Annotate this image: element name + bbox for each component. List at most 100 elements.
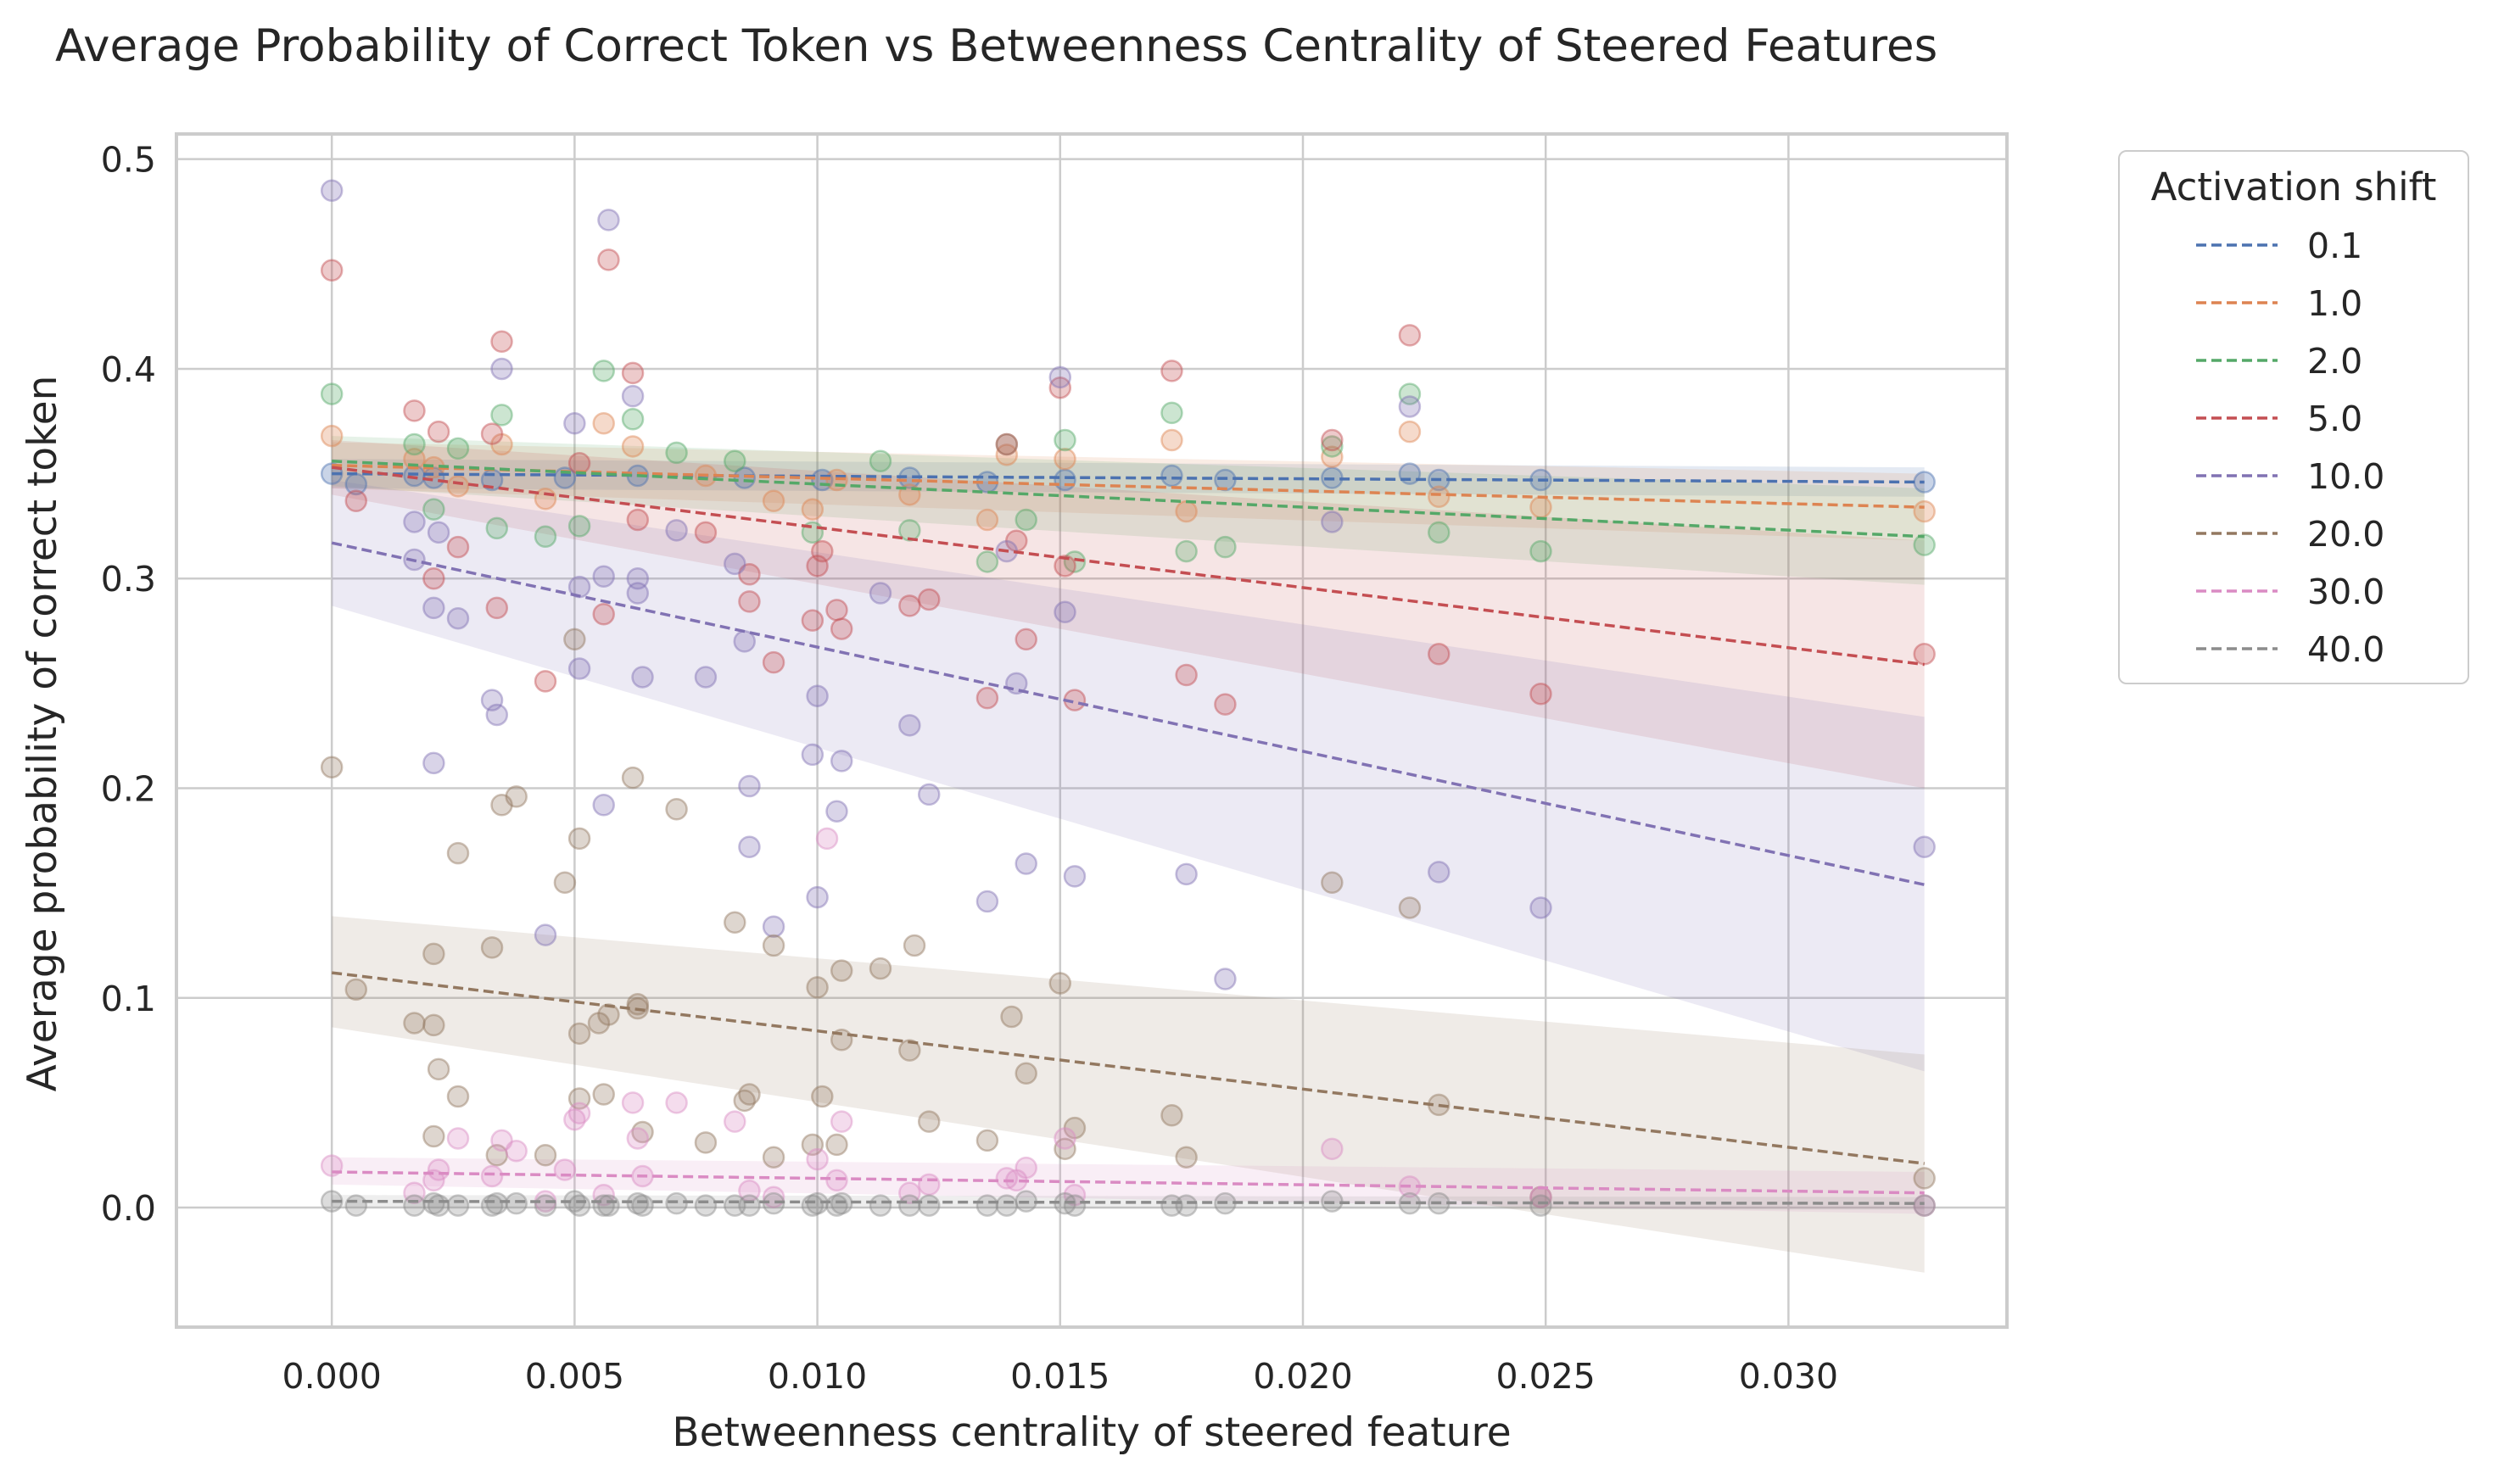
data-point: [825, 800, 848, 823]
data-point: [898, 594, 921, 617]
data-point: [811, 539, 834, 563]
data-point: [665, 797, 688, 821]
data-point: [1063, 865, 1087, 888]
data-point: [626, 1127, 650, 1150]
legend-title: Activation shift: [2151, 165, 2437, 209]
data-point: [567, 1102, 591, 1125]
data-point: [762, 1146, 785, 1169]
data-point: [1214, 468, 1237, 492]
data-point: [534, 1194, 557, 1217]
data-point: [422, 1124, 445, 1148]
data-point: [1054, 448, 1076, 471]
plot-frame: [175, 132, 2009, 1329]
data-point: [1321, 510, 1344, 533]
data-point: [1321, 435, 1344, 458]
data-point: [806, 555, 829, 577]
data-point: [567, 1087, 591, 1110]
data-point: [1913, 835, 1936, 858]
data-point: [631, 666, 654, 689]
data-point: [592, 1183, 615, 1207]
legend-frame: [2118, 150, 2469, 684]
data-point: [446, 1085, 470, 1108]
data-point: [801, 1194, 824, 1217]
fit-line-20.0: [331, 971, 1925, 1165]
data-point: [1054, 600, 1076, 624]
data-point: [621, 408, 645, 431]
y-tick-label: 0.1: [101, 979, 156, 1019]
data-point: [485, 596, 509, 620]
data-point: [830, 959, 853, 982]
data-point: [694, 666, 718, 689]
data-point: [1913, 1194, 1936, 1217]
data-point: [621, 1091, 645, 1114]
data-point: [403, 510, 426, 533]
data-point: [563, 628, 586, 651]
data-point: [621, 361, 645, 385]
x-tick-label: 0.010: [768, 1356, 867, 1397]
data-point: [1529, 682, 1552, 706]
data-point: [975, 1194, 999, 1217]
fit-line-5.0: [331, 466, 1925, 667]
data-point: [738, 563, 761, 586]
legend-label-10.0: 10.0: [2307, 456, 2384, 497]
data-point: [567, 1022, 591, 1046]
data-point: [592, 411, 615, 435]
data-point: [626, 1191, 650, 1215]
data-point: [975, 890, 999, 913]
legend-label-5.0: 5.0: [2307, 399, 2362, 439]
data-point: [1063, 1194, 1087, 1217]
data-point: [1398, 324, 1422, 347]
y-tick-label: 0.2: [101, 769, 156, 810]
legend: Activation shift 0.1 1.0 2.0 5.0 10.0 20.0 30.…: [2118, 150, 2469, 684]
data-point: [403, 399, 426, 422]
data-point: [1160, 428, 1183, 452]
data-point: [446, 841, 470, 865]
data-layer: [320, 179, 1936, 1273]
data-point: [825, 1194, 848, 1217]
data-point: [427, 1057, 450, 1081]
data-point: [898, 714, 921, 737]
data-point: [403, 1181, 426, 1204]
data-point: [1913, 642, 1936, 666]
data-point: [869, 449, 892, 473]
data-point: [490, 1129, 513, 1152]
data-point: [825, 1169, 848, 1192]
data-point: [534, 923, 557, 946]
x-tick-label: 0.000: [282, 1356, 381, 1397]
data-point: [1160, 464, 1183, 488]
point-group-10.0: [320, 179, 1936, 990]
data-point: [825, 599, 848, 622]
data-point: [320, 756, 344, 779]
data-point: [505, 785, 528, 808]
data-point: [995, 432, 1019, 456]
legend-label-0.1: 0.1: [2307, 226, 2362, 266]
data-point: [1428, 861, 1451, 884]
confidence-band-20.0: [332, 916, 1925, 1273]
data-point: [1398, 382, 1422, 405]
data-point: [917, 588, 941, 611]
data-point: [869, 582, 892, 605]
data-point: [806, 885, 829, 909]
data-point: [505, 1191, 528, 1215]
data-point: [485, 1143, 509, 1167]
data-point: [1428, 485, 1451, 509]
data-point: [480, 422, 504, 445]
data-point: [567, 515, 591, 538]
data-point: [567, 827, 591, 851]
data-point: [869, 1194, 892, 1217]
data-point: [422, 751, 445, 775]
data-point: [738, 1194, 761, 1217]
data-point: [1054, 555, 1076, 577]
data-point: [427, 1158, 450, 1181]
data-point: [733, 466, 756, 489]
data-point: [898, 1039, 921, 1062]
data-point: [446, 535, 470, 559]
x-tick-label: 0.030: [1739, 1356, 1838, 1397]
data-point: [1398, 395, 1422, 418]
data-point: [626, 582, 650, 605]
data-point: [563, 1107, 586, 1131]
data-point: [446, 475, 470, 498]
confidence-band-2.0: [332, 436, 1925, 585]
y-tick-label: 0.5: [101, 140, 156, 181]
data-point: [830, 1028, 853, 1052]
